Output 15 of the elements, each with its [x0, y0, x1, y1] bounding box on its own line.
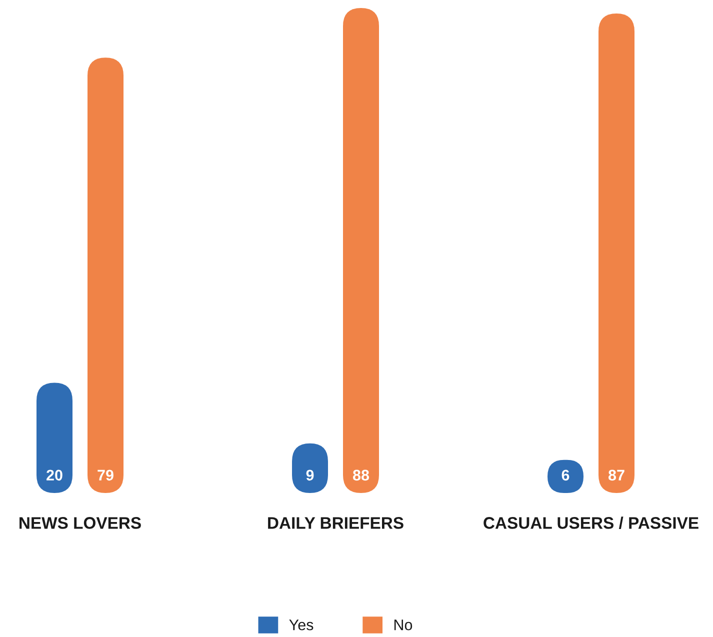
- x-tick-label: CASUAL USERS / PASSIVE: [484, 516, 698, 530]
- bar: [343, 8, 379, 493]
- data-label: 9: [306, 470, 314, 481]
- data-label: 79: [98, 470, 114, 481]
- x-tick-label: DAILY BRIEFERS: [268, 517, 404, 529]
- data-label: 88: [352, 470, 370, 481]
- legend-label: No: [394, 620, 412, 630]
- data-label: 87: [608, 470, 624, 481]
- bar: [36, 382, 72, 493]
- data-label: 20: [46, 470, 62, 481]
- x-tick-label: NEWS LOVERS: [20, 517, 141, 529]
- legend-label: Yes: [289, 620, 314, 630]
- bar: [88, 58, 124, 493]
- data-label: 6: [562, 470, 570, 481]
- bar: [598, 14, 634, 493]
